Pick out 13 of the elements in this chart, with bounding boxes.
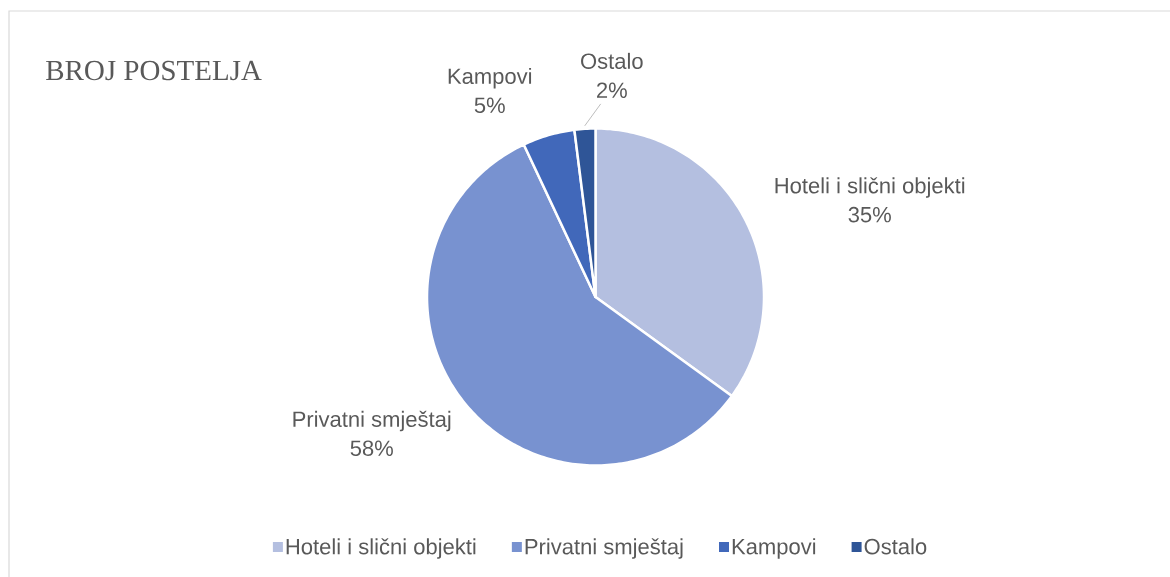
data-label: 5%	[474, 97, 505, 114]
slice-label: Kampovi	[448, 67, 532, 89]
slice-label: Ostalo	[581, 52, 643, 69]
legend-label: Kampovi	[732, 538, 816, 559]
chart-title: BROJ POSTELJA	[46, 60, 262, 81]
data-label: 58%	[350, 440, 393, 457]
slice-label: Privatni smještaj	[293, 410, 451, 432]
legend-label: Privatni smještaj	[525, 538, 683, 559]
data-label: 35%	[848, 206, 891, 223]
data-label: 2%	[597, 82, 627, 98]
slice-label: Hoteli i slični objekti	[775, 177, 965, 198]
legend-label: Hoteli i slični objekti	[286, 538, 476, 559]
legend-label: Ostalo	[864, 538, 927, 555]
